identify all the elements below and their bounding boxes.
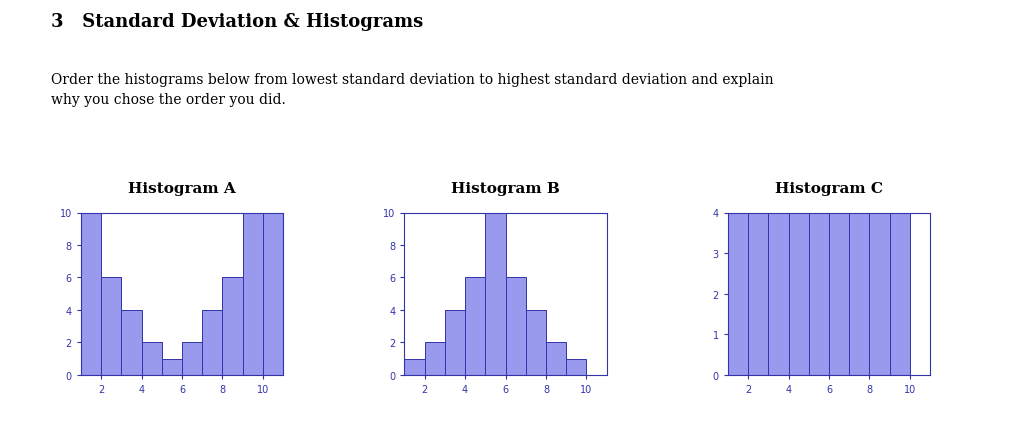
- Text: Histogram B: Histogram B: [451, 182, 560, 196]
- Bar: [263, 213, 283, 375]
- Bar: [182, 343, 202, 375]
- Bar: [849, 213, 869, 375]
- Bar: [809, 213, 829, 375]
- Bar: [243, 213, 263, 375]
- Bar: [101, 278, 121, 375]
- Bar: [425, 343, 445, 375]
- Bar: [506, 278, 526, 375]
- Bar: [485, 213, 506, 375]
- Bar: [404, 359, 425, 375]
- Bar: [81, 213, 101, 375]
- Bar: [202, 310, 222, 375]
- Bar: [546, 343, 566, 375]
- Bar: [890, 213, 910, 375]
- Bar: [526, 310, 546, 375]
- Text: Histogram C: Histogram C: [775, 182, 883, 196]
- Bar: [142, 343, 162, 375]
- Text: Order the histograms below from lowest standard deviation to highest standard de: Order the histograms below from lowest s…: [51, 72, 773, 107]
- Bar: [162, 359, 182, 375]
- Bar: [465, 278, 485, 375]
- Bar: [869, 213, 890, 375]
- Bar: [789, 213, 809, 375]
- Bar: [829, 213, 849, 375]
- Bar: [728, 213, 748, 375]
- Text: 3   Standard Deviation & Histograms: 3 Standard Deviation & Histograms: [51, 13, 423, 31]
- Bar: [768, 213, 789, 375]
- Bar: [222, 278, 243, 375]
- Bar: [566, 359, 586, 375]
- Bar: [121, 310, 142, 375]
- Text: Histogram A: Histogram A: [128, 182, 236, 196]
- Bar: [748, 213, 768, 375]
- Bar: [445, 310, 465, 375]
